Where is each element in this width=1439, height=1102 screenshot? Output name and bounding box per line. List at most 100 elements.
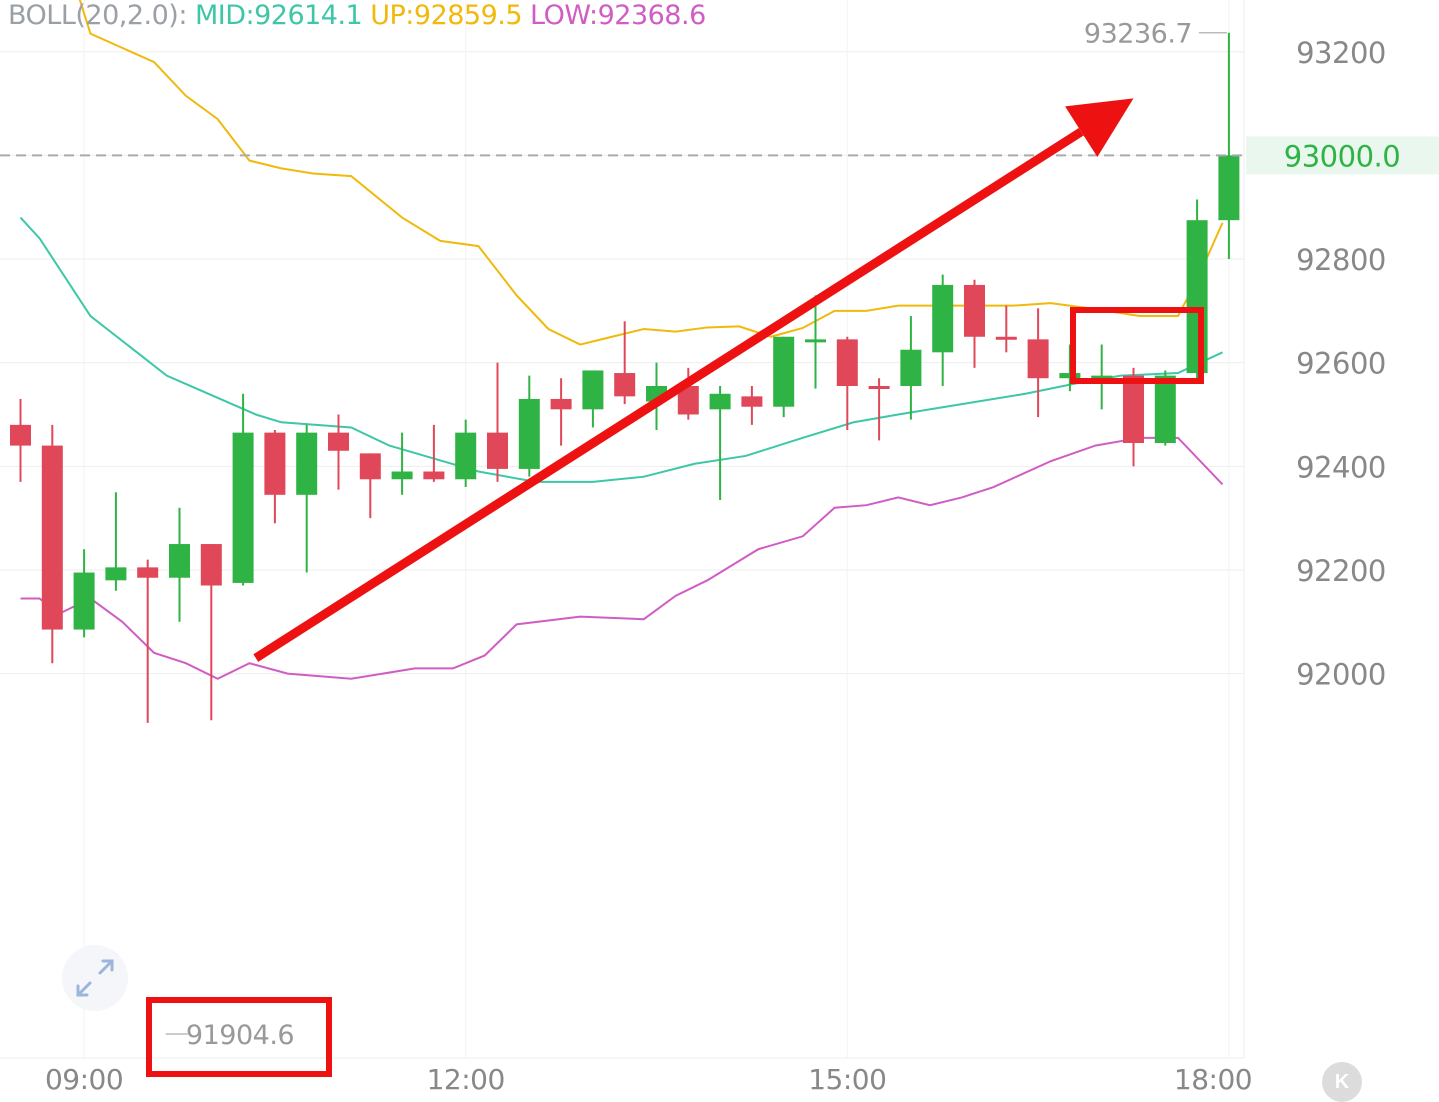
candle-body: [900, 349, 922, 386]
candle-body: [41, 445, 63, 630]
candle-body: [1154, 375, 1176, 444]
candle: [232, 393, 254, 586]
y-tick-label: 92000: [1296, 658, 1386, 692]
candle: [932, 274, 954, 386]
candle: [264, 430, 286, 524]
candle: [964, 279, 985, 368]
candle-body: [964, 284, 985, 337]
candle: [518, 375, 540, 477]
candle: [900, 316, 922, 420]
high-value-label: 93236.7: [1084, 19, 1192, 50]
candle: [105, 492, 127, 591]
candle-body: [868, 385, 890, 389]
candle: [137, 559, 159, 723]
candle: [1123, 367, 1144, 467]
candle: [296, 424, 318, 573]
candle-body: [836, 339, 858, 386]
candle-body: [932, 284, 954, 353]
candle-body: [328, 432, 349, 451]
candle: [582, 370, 604, 428]
candle: [10, 398, 31, 482]
candle-body: [73, 572, 95, 630]
candle: [773, 336, 795, 418]
k-button[interactable]: K: [1322, 1062, 1362, 1102]
x-tick-label: 15:00: [808, 1063, 886, 1096]
candle-body: [10, 424, 31, 446]
candle-body: [805, 339, 826, 343]
candle-body: [741, 396, 763, 407]
candle: [487, 362, 508, 482]
candle-body: [232, 432, 254, 583]
candle-body: [1091, 375, 1113, 379]
candle: [1091, 344, 1113, 410]
candle: [1059, 344, 1081, 392]
candle: [709, 385, 731, 501]
boll-mid: MID:92614.1: [194, 0, 363, 31]
current-price-badge: [1246, 136, 1439, 175]
candle: [550, 378, 572, 446]
candle-body: [1218, 155, 1240, 221]
candle: [677, 367, 699, 420]
candle: [741, 385, 763, 425]
candle: [328, 414, 349, 490]
boll-upper-line: [78, 0, 1224, 346]
x-tick-label: 09:00: [45, 1063, 123, 1096]
low-value-label: 91904.6: [186, 1020, 294, 1051]
candle-body: [423, 471, 445, 480]
candle: [836, 336, 858, 431]
candle: [868, 378, 890, 441]
y-tick-label: 92800: [1296, 243, 1386, 277]
candle-body: [1059, 373, 1081, 379]
candle: [423, 424, 445, 482]
boll-mid-line: [19, 216, 1223, 483]
candle: [169, 507, 190, 622]
candle: [1218, 32, 1240, 260]
candle: [1027, 308, 1049, 418]
candle-body: [1123, 375, 1144, 444]
candle-body: [264, 432, 286, 495]
candle-body: [296, 432, 318, 495]
boll-lower-line: [20, 436, 1224, 680]
current-price-label: 93000.0: [1284, 139, 1400, 173]
candle-body: [995, 336, 1017, 340]
candle-body: [359, 453, 381, 480]
candle: [1186, 199, 1208, 379]
candle: [805, 295, 826, 389]
x-tick-label: 18:00: [1174, 1063, 1252, 1096]
y-tick-label: 92400: [1296, 450, 1386, 484]
y-tick-label: 93200: [1296, 36, 1386, 70]
candle: [455, 419, 477, 488]
candle-body: [455, 432, 477, 480]
candle: [614, 321, 636, 405]
candle: [391, 432, 413, 495]
trend-arrow-shaft: [253, 127, 1084, 662]
candle-body: [582, 370, 604, 410]
y-tick-label: 92600: [1296, 347, 1386, 381]
candle: [359, 453, 381, 519]
high-highlight-box: [1070, 307, 1204, 384]
candle-body: [614, 373, 636, 397]
candle: [41, 424, 63, 664]
candle-body: [550, 398, 572, 410]
trend-arrow-head: [1065, 98, 1134, 158]
candle-body: [105, 567, 127, 581]
candle-body: [773, 336, 795, 407]
expand-arrows-icon: [76, 959, 114, 997]
boll-up: UP:92859.5: [370, 0, 523, 31]
boll-name: BOLL(20,2.0):: [8, 0, 187, 31]
candle-body: [518, 398, 540, 469]
candle-body: [487, 432, 508, 469]
candle-body: [137, 567, 159, 578]
candle-body: [677, 385, 699, 415]
candle: [73, 549, 95, 638]
candle-body: [1027, 339, 1049, 379]
candle: [995, 305, 1017, 353]
expand-button[interactable]: [62, 945, 128, 1011]
low-highlight-box: [146, 997, 332, 1077]
candle-body: [200, 544, 222, 586]
boll-low: LOW:92368.6: [530, 0, 706, 31]
candle-body: [391, 471, 413, 480]
candle-body: [169, 544, 190, 578]
boll-legend: BOLL(20,2.0): MID:92614.1 UP:92859.5 LOW:92…: [8, 0, 714, 31]
